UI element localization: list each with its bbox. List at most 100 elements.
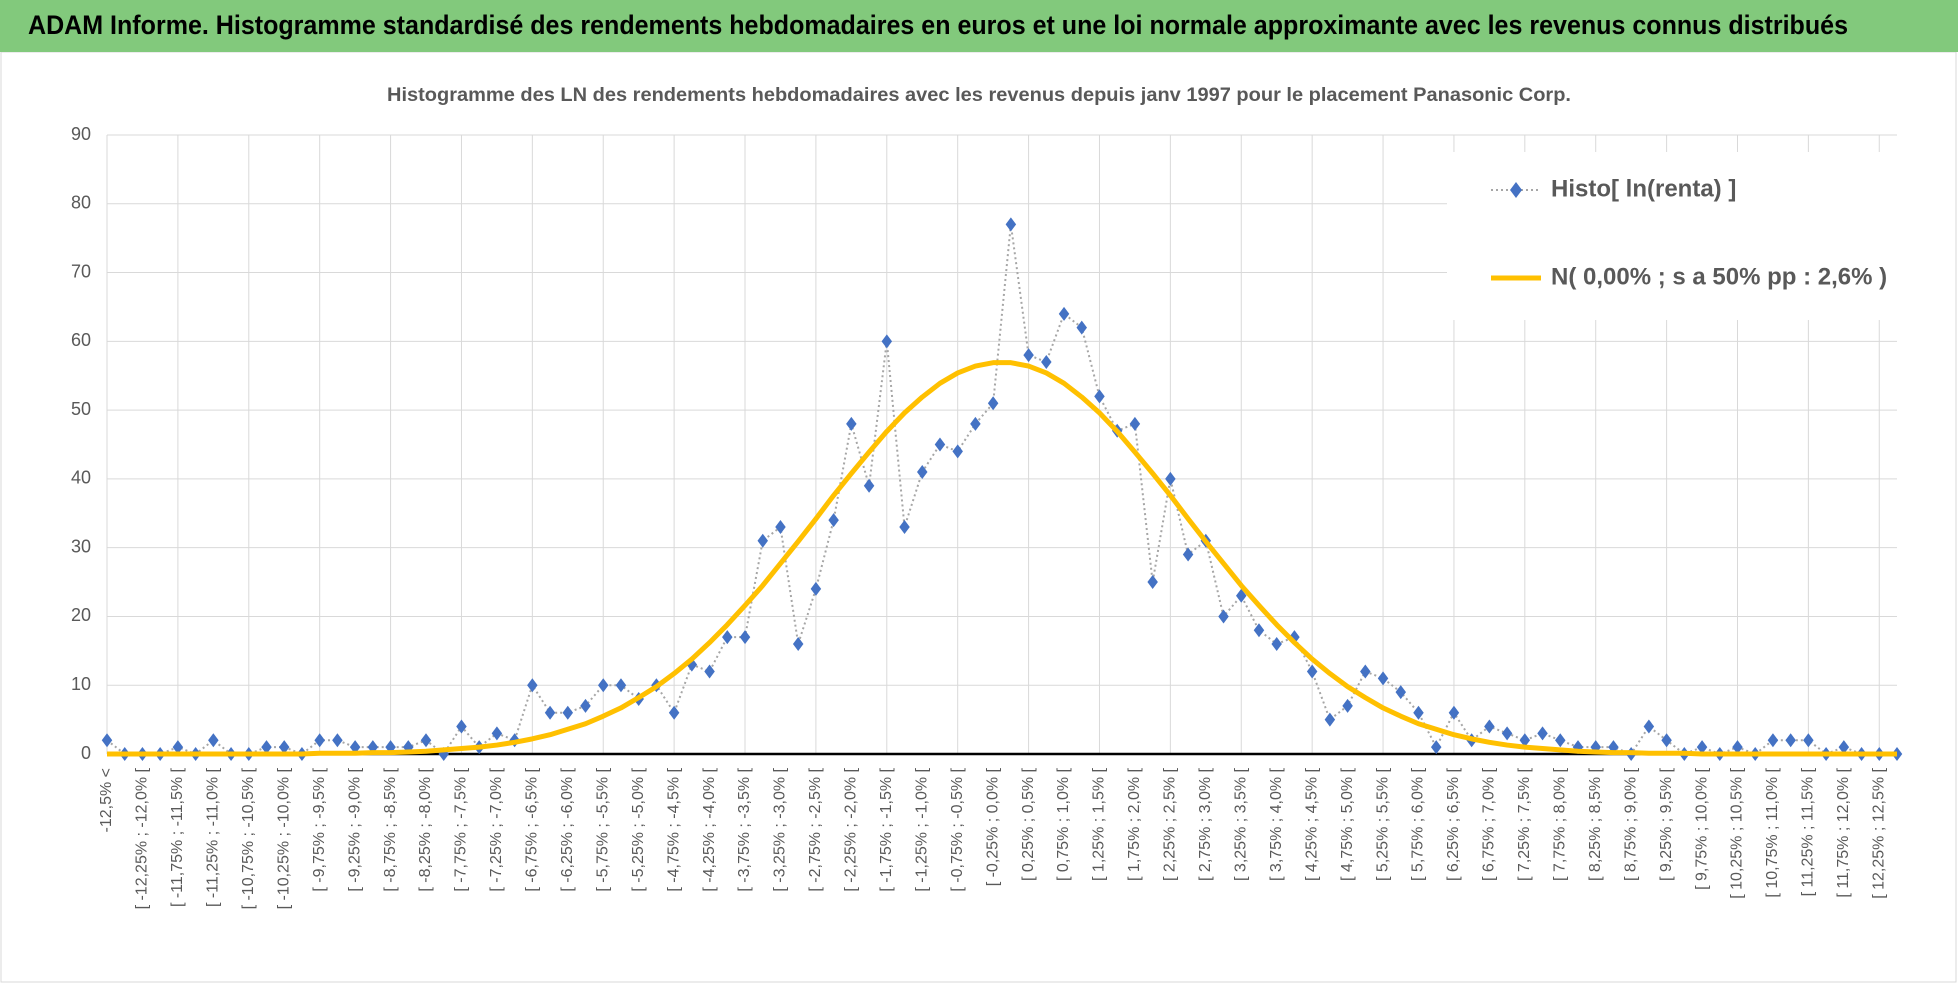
data-point	[1306, 664, 1318, 679]
data-point	[562, 705, 574, 720]
data-point	[544, 705, 556, 720]
x-tick-label: [ 11,75% ; 12,0% [	[1835, 767, 1852, 897]
banner	[0, 0, 1958, 52]
y-tick-label: 50	[71, 399, 91, 419]
data-point	[580, 698, 591, 713]
x-tick-label: [ -0,75% ; -0,5% [	[949, 767, 966, 891]
x-tick-label: [ -10,25% ; -10,0% [	[275, 767, 292, 909]
data-point	[332, 733, 343, 748]
x-tick-label: [ 10,75% ; 11,0% [	[1764, 767, 1781, 897]
data-point	[1395, 685, 1407, 700]
x-tick-label: [ 3,75% ; 4,0% [	[1268, 767, 1285, 881]
data-point	[349, 740, 361, 755]
y-tick-label: 70	[71, 261, 91, 281]
data-point	[1253, 623, 1265, 638]
banner-title: ADAM Informe. Histogramme standardisé de…	[28, 10, 1848, 40]
data-point	[792, 636, 804, 651]
data-point	[1377, 671, 1389, 686]
data-point	[828, 513, 839, 528]
data-point	[491, 726, 503, 741]
y-tick-label: 0	[81, 743, 91, 763]
data-point	[278, 740, 290, 755]
legend-marker	[1510, 182, 1522, 198]
x-tick-label: -12,5% <	[98, 768, 115, 832]
x-tick-label: [ 9,75% ; 10,0% [	[1693, 767, 1710, 889]
x-tick-label: [ 5,25% ; 5,5% [	[1374, 767, 1391, 881]
x-tick-label: [ 7,75% ; 8,0% [	[1551, 767, 1568, 881]
data-point	[1537, 726, 1548, 741]
x-tick-label: [ -3,75% ; -3,5% [	[736, 767, 753, 891]
x-tick-label: [ -9,25% ; -9,0% [	[346, 767, 363, 891]
x-tick-label: [ 1,25% ; 1,5% [	[1091, 767, 1108, 881]
data-point	[615, 678, 627, 693]
data-point	[1218, 609, 1229, 624]
legend-label: Histo[ ln(renta) ]	[1551, 175, 1736, 202]
data-point	[722, 630, 733, 645]
x-tick-label: [ -12,25% ; -12,0% [	[134, 767, 151, 909]
data-point	[1236, 588, 1247, 603]
legend-label: N( 0,00% ; s a 50% pp : 2,6% )	[1551, 263, 1887, 290]
data-point	[970, 416, 981, 431]
x-tick-label: [ -0,25% ; 0,0% [	[984, 767, 1001, 886]
x-tick-label: [ 11,25% ; 11,5% [	[1800, 767, 1817, 896]
data-point	[1484, 719, 1495, 734]
x-tick-label: [ -9,75% ; -9,5% [	[311, 767, 328, 891]
data-point	[1519, 733, 1531, 748]
x-tick-label: [ -3,25% ; -3,0% [	[772, 767, 789, 891]
x-tick-label: [ -8,75% ; -8,5% [	[382, 767, 399, 891]
data-point	[899, 520, 910, 535]
data-point	[1643, 719, 1655, 734]
x-tick-label: [ -5,75% ; -5,5% [	[594, 767, 611, 891]
x-tick-label: [ 1,75% ; 2,0% [	[1126, 767, 1143, 881]
x-tick-label: [ -5,25% ; -5,0% [	[630, 767, 647, 891]
data-point	[261, 740, 272, 755]
data-point	[1023, 348, 1034, 363]
x-tick-label: [ 4,25% ; 4,5% [	[1303, 767, 1320, 881]
data-point	[1147, 575, 1158, 590]
x-tick-label: [ -4,25% ; -4,0% [	[701, 767, 718, 891]
data-point	[916, 465, 928, 480]
data-point	[1271, 636, 1282, 651]
data-point	[1501, 726, 1513, 741]
x-tick-label: [ 0,75% ; 1,0% [	[1055, 767, 1072, 881]
y-tick-label: 40	[71, 468, 91, 488]
data-point	[863, 478, 875, 493]
data-point	[420, 733, 432, 748]
x-tick-label: [ -6,25% ; -6,0% [	[559, 767, 576, 891]
y-tick-label: 20	[71, 605, 91, 625]
data-point	[1165, 471, 1176, 486]
data-point	[1076, 320, 1088, 335]
data-point	[1342, 698, 1353, 713]
data-point	[456, 719, 467, 734]
x-tick-label: [ -11,25% ; -11,0% [	[205, 767, 222, 907]
data-point	[1041, 354, 1052, 369]
data-point	[1448, 705, 1460, 720]
data-point	[1430, 740, 1442, 755]
data-point	[1058, 306, 1070, 321]
y-tick-label: 10	[71, 674, 91, 694]
data-point	[739, 630, 751, 645]
data-point	[810, 581, 822, 596]
data-point	[704, 664, 715, 679]
data-point	[987, 396, 999, 411]
legend-box	[1447, 152, 1898, 320]
series-line	[107, 360, 1897, 757]
x-tick-label: [ 0,25% ; 0,5% [	[1020, 767, 1037, 881]
data-point	[1785, 733, 1796, 748]
x-tick-label: [ 4,75% ; 5,0% [	[1339, 767, 1356, 881]
x-tick-label: [ -8,25% ; -8,0% [	[417, 767, 434, 891]
data-point	[101, 733, 113, 748]
x-tick-label: [ -6,75% ; -6,5% [	[524, 767, 541, 891]
x-tick-label: [ 9,25% ; 9,5% [	[1658, 767, 1675, 881]
x-tick-label: [ 7,25% ; 7,5% [	[1516, 767, 1533, 881]
data-point	[1129, 416, 1141, 431]
data-point	[1767, 733, 1779, 748]
x-tick-label: [ -11,75% ; -11,5% [	[169, 767, 186, 907]
data-point	[1182, 547, 1194, 562]
data-point	[1005, 217, 1017, 232]
x-tick-label: [ -1,75% ; -1,5% [	[878, 767, 895, 891]
x-tick-label: [ 6,75% ; 7,0% [	[1481, 767, 1498, 881]
data-point	[1360, 664, 1371, 679]
data-point	[1661, 733, 1672, 748]
